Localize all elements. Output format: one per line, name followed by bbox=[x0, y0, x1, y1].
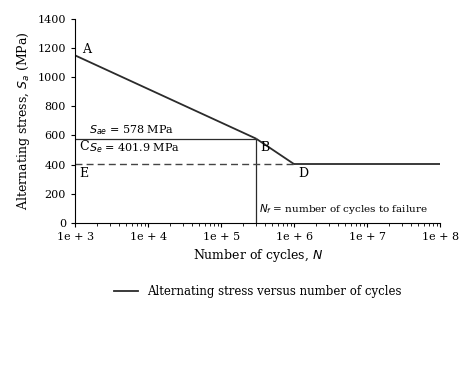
X-axis label: Number of cycles, $N$: Number of cycles, $N$ bbox=[193, 247, 323, 264]
Text: E: E bbox=[79, 167, 88, 180]
Text: B: B bbox=[260, 141, 270, 154]
Text: D: D bbox=[299, 167, 309, 180]
Text: $S_{ae}$ = 578 MPa: $S_{ae}$ = 578 MPa bbox=[89, 123, 174, 137]
Text: $S_e$ = 401.9 MPa: $S_e$ = 401.9 MPa bbox=[89, 142, 180, 155]
Y-axis label: Alternating stress, $S_a$ (MPa): Alternating stress, $S_a$ (MPa) bbox=[15, 31, 32, 210]
Text: C: C bbox=[79, 140, 89, 153]
Text: $N_f$ = number of cycles to failure: $N_f$ = number of cycles to failure bbox=[259, 202, 428, 216]
Legend: Alternating stress versus number of cycles: Alternating stress versus number of cycl… bbox=[109, 280, 406, 302]
Text: A: A bbox=[82, 43, 91, 56]
